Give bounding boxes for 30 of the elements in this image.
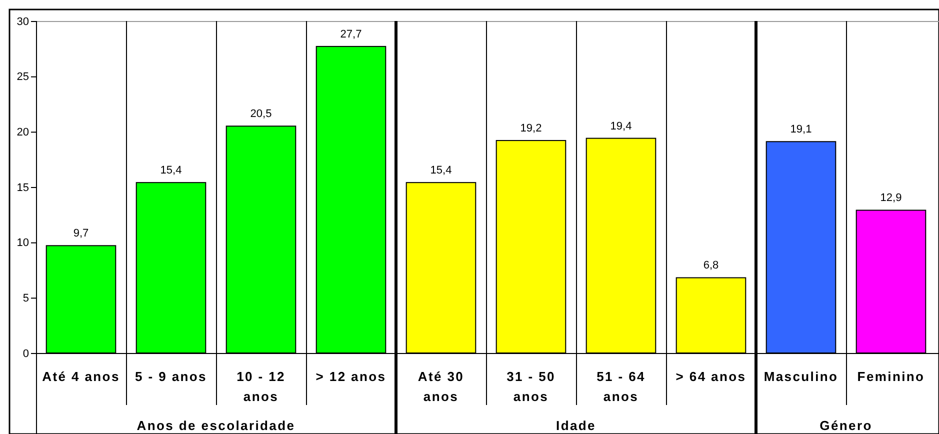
y-tick-label: 0 bbox=[22, 348, 29, 360]
y-tick-label: 5 bbox=[22, 292, 29, 305]
x-tick-label: Feminino bbox=[857, 369, 925, 384]
x-tick-label: > 64 anos bbox=[676, 369, 746, 384]
y-tick-label: 20 bbox=[16, 126, 29, 139]
y-tick-label: 15 bbox=[16, 182, 29, 194]
data-label: 27,7 bbox=[340, 28, 362, 40]
x-tick-label: 51 - 64 anos bbox=[596, 369, 646, 404]
text: Género bbox=[820, 418, 872, 433]
y-tick-label: 25 bbox=[16, 71, 29, 84]
data-label: 19,4 bbox=[610, 120, 632, 132]
y-tick-label: 30 bbox=[16, 16, 29, 28]
data-label: 9,7 bbox=[73, 228, 89, 240]
x-tick-label: 5 - 9 anos bbox=[135, 369, 207, 384]
data-label: 15,4 bbox=[430, 164, 452, 177]
data-label: 19,1 bbox=[790, 124, 812, 136]
text: Anos de escolaridade bbox=[136, 418, 296, 433]
x-tick-label: Até 4 anos bbox=[42, 369, 120, 384]
data-label: 19,2 bbox=[520, 122, 542, 135]
x-tick-label: Até 30 anos bbox=[418, 369, 464, 404]
data-label: 20,5 bbox=[250, 108, 272, 120]
x-tick-label: Masculino bbox=[764, 369, 838, 384]
data-label: 15,4 bbox=[160, 164, 182, 177]
data-label: 12,9 bbox=[880, 192, 902, 204]
x-tick-label: > 12 anos bbox=[316, 369, 386, 384]
text: Idade bbox=[556, 418, 596, 433]
data-label: 6,8 bbox=[703, 260, 719, 272]
x-tick-label: 10 - 12 anos bbox=[236, 369, 286, 404]
x-tick-label: 31 - 50 anos bbox=[506, 369, 556, 404]
y-tick-label: 10 bbox=[16, 237, 29, 250]
